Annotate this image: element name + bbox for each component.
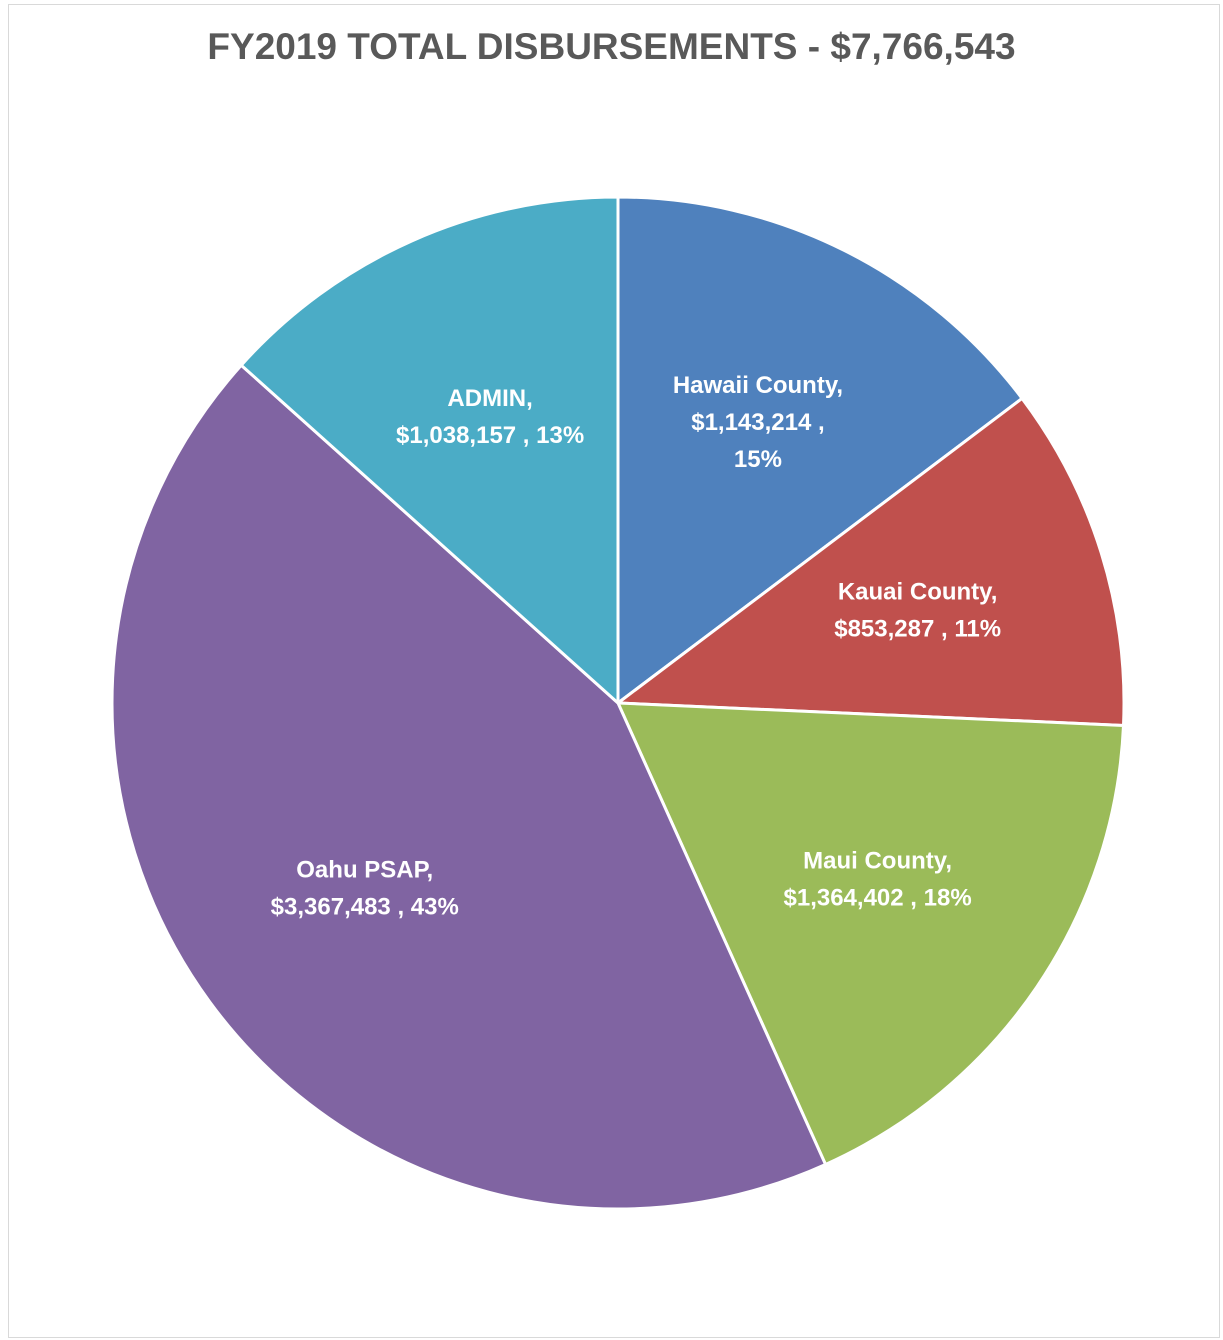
data-label-line: Oahu PSAP, bbox=[296, 857, 433, 884]
data-label-line: Hawaii County, bbox=[673, 372, 843, 399]
data-label-kauai-county: Kauai County, $853,287 , 11% bbox=[834, 579, 1001, 643]
data-label-hawaii-county: Hawaii County, $1,143,214 , 15% bbox=[673, 372, 843, 473]
pie-slice-oahu-psap bbox=[110, 363, 828, 1211]
data-label-oahu-psap: Oahu PSAP, $3,367,483 , 43% bbox=[271, 857, 459, 921]
data-label-line: $853,287 , 11% bbox=[834, 616, 1001, 643]
pie-slice-admin bbox=[239, 195, 620, 705]
data-label-line: $3,367,483 , 43% bbox=[271, 894, 459, 921]
data-label-line: Kauai County, bbox=[838, 579, 998, 606]
data-label-line: $1,143,214 , bbox=[691, 409, 824, 436]
chart-title: FY2019 TOTAL DISBURSEMENTS - $7,766,543 bbox=[207, 26, 1016, 67]
data-label-admin: ADMIN, $1,038,157 , 13% bbox=[396, 385, 584, 449]
pie-slice-hawaii-county bbox=[616, 195, 1024, 705]
data-label-line: Maui County, bbox=[803, 848, 952, 875]
data-label-line: 15% bbox=[734, 446, 782, 473]
data-label-maui-county: Maui County, $1,364,402 , 18% bbox=[784, 848, 972, 912]
data-label-line: $1,038,157 , 13% bbox=[396, 422, 584, 449]
pie-slice-kauai-county bbox=[616, 396, 1126, 727]
pie-slice-maui-county bbox=[616, 701, 1125, 1166]
data-label-line: $1,364,402 , 18% bbox=[784, 885, 972, 912]
data-label-line: ADMIN, bbox=[447, 385, 532, 412]
